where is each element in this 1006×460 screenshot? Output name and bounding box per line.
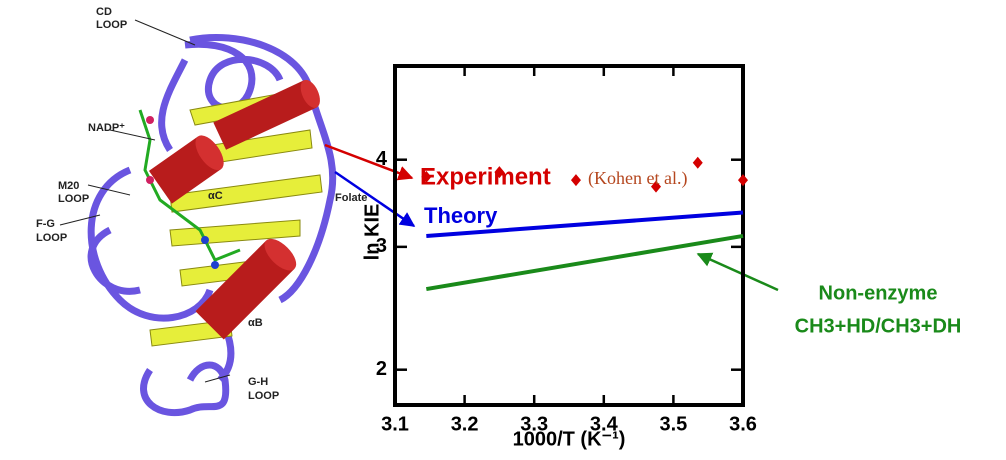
figure-label: G-H [248, 376, 268, 388]
series-line [426, 210, 744, 238]
arrow [334, 170, 416, 228]
arrow [324, 143, 414, 181]
figure-label: LOOP [36, 232, 67, 244]
arrow [696, 252, 779, 292]
x-tick-label: 3.4 [590, 413, 619, 435]
data-point [651, 180, 661, 193]
figure-label: LOOP [58, 193, 89, 205]
data-point [738, 174, 748, 187]
figure-label: LOOP [96, 19, 127, 31]
data-point [692, 156, 703, 169]
figure-label: αC [208, 190, 223, 202]
x-tick-label: 3.1 [381, 413, 409, 435]
y-tick-label: 2 [376, 358, 387, 380]
series-label: Non-enzyme [819, 282, 938, 304]
data-point [494, 166, 505, 179]
figure-label: CD [96, 6, 112, 18]
plot-frame [393, 64, 745, 407]
x-tick-label: 3.2 [451, 413, 479, 435]
series-label: Experiment [420, 163, 551, 190]
plot: 3.1 3.2 3.3 3.4 3.5 3.6 2 3 4 1000/T (K⁻¹) ln KIE E… [361, 64, 962, 450]
figure-label: LOOP [248, 390, 279, 402]
y-tick-label: 4 [376, 148, 388, 170]
protein-illustration [59, 19, 337, 417]
x-axis-label: 1000/T (K⁻¹) [513, 428, 626, 450]
figure-label: F-G [36, 218, 55, 230]
figure-label: M20 [58, 180, 79, 192]
series-line [425, 233, 744, 292]
x-tick-label: 3.6 [729, 413, 757, 435]
figure-label: αB [248, 317, 263, 329]
x-tick-label: 3.3 [520, 413, 548, 435]
figure-label: Folate [335, 192, 367, 204]
series-label: Theory [424, 203, 498, 228]
x-tick-label: 3.5 [659, 413, 687, 435]
y-tick-label: 3 [376, 235, 387, 257]
series-subtitle: CH3+HD/CH3+DH [795, 315, 962, 337]
y-axis-label: ln KIE [361, 204, 383, 261]
data-point [570, 174, 581, 187]
data-point [421, 170, 432, 183]
figure-label: NADP⁺ [88, 122, 125, 134]
series-note: (Kohen et al.) [588, 168, 687, 189]
